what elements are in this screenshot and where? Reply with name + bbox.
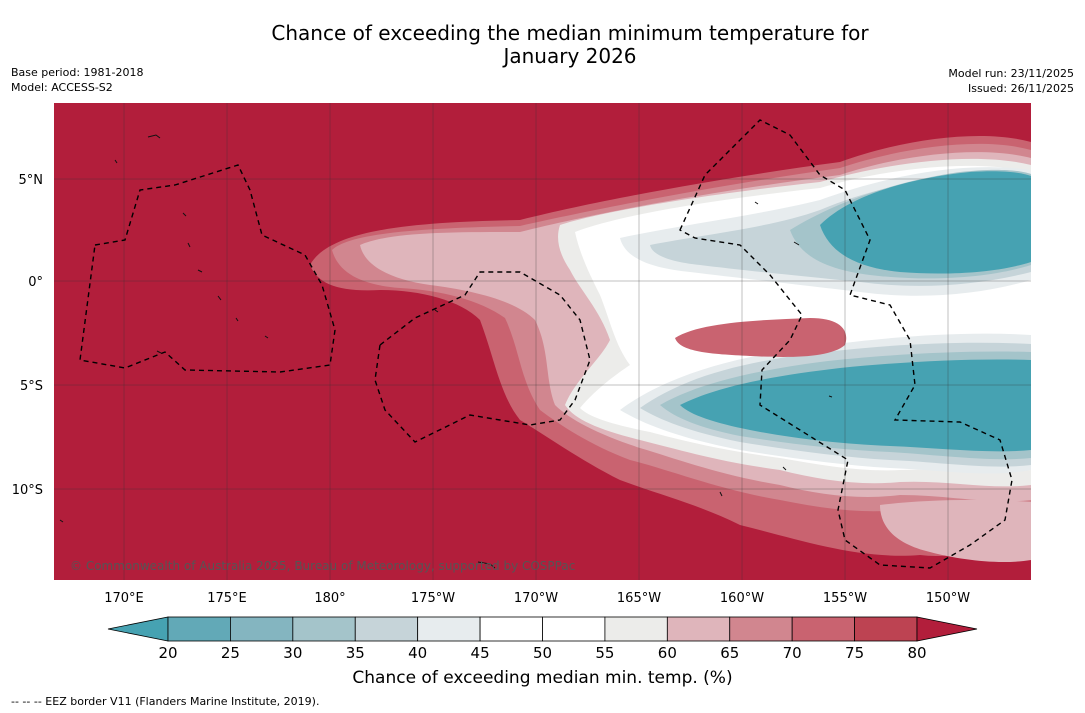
colorbar-tick-label: 55 xyxy=(595,644,614,662)
colorbar-tick-label: 60 xyxy=(658,644,677,662)
warm-pocket-east xyxy=(880,499,1031,563)
colorbar-tick-label: 35 xyxy=(346,644,365,662)
eez-borders xyxy=(79,119,1013,569)
issued-date: Issued: 26/11/2025 xyxy=(967,82,1074,95)
colorbar-bin xyxy=(604,616,668,642)
base-period: Base period: 1981-2018 xyxy=(11,66,144,79)
colorbar-tick-label: 25 xyxy=(221,644,240,662)
colorbar-bin xyxy=(292,616,356,642)
colorbar-bin xyxy=(479,616,543,642)
colorbar-tick-label: 50 xyxy=(533,644,552,662)
colorbar-bin xyxy=(854,616,918,642)
map-title-line1: Chance of exceeding the median minimum t… xyxy=(271,21,869,45)
lon-label: 155°W xyxy=(823,591,867,606)
lon-label: 180° xyxy=(314,591,345,606)
meta-right: Model run: 23/11/2025 Issued: 26/11/2025 xyxy=(948,66,1074,96)
colorbar-title: Chance of exceeding median min. temp. (%… xyxy=(352,668,733,688)
lon-label: 170°W xyxy=(514,591,558,606)
map-title: Chance of exceeding the median minimum t… xyxy=(0,22,1085,68)
lon-label: 160°W xyxy=(720,591,764,606)
colorbar-bin xyxy=(542,616,606,642)
colorbar-bin xyxy=(666,616,731,642)
colorbar-bin xyxy=(354,616,419,642)
lon-label: 175°E xyxy=(207,591,247,606)
graticule xyxy=(54,103,1031,580)
colorbar-over-arrow xyxy=(916,616,978,642)
colorbar-bin xyxy=(230,616,294,642)
colorbar-bin xyxy=(167,616,231,642)
map-field: © Commonwealth of Australia 2025, Bureau… xyxy=(54,103,1031,580)
colorbar-tick-label: 70 xyxy=(783,644,802,662)
islands xyxy=(59,134,833,569)
colorbar-tick-label: 65 xyxy=(720,644,739,662)
colorbar-under-arrow xyxy=(107,616,169,642)
lon-label: 150°W xyxy=(926,591,970,606)
eez-legend: -- -- -- EEZ border V11 (Flanders Marine… xyxy=(11,695,320,708)
colorbar-tick-label: 75 xyxy=(845,644,864,662)
lat-label: 5°S xyxy=(20,379,43,394)
model-run: Model run: 23/11/2025 xyxy=(948,67,1074,80)
colorbar-tick-label: 30 xyxy=(283,644,302,662)
lat-label: 0° xyxy=(28,275,43,290)
model-name: Model: ACCESS-S2 xyxy=(11,81,113,94)
map-title-line2: January 2026 xyxy=(503,44,637,68)
lat-label: 5°N xyxy=(19,173,44,188)
warm-pocket xyxy=(675,318,847,357)
copyright-notice: © Commonwealth of Australia 2025, Bureau… xyxy=(70,559,575,573)
meta-left: Base period: 1981-2018 Model: ACCESS-S2 xyxy=(11,65,143,95)
lon-label: 165°W xyxy=(617,591,661,606)
colorbar-tick-label: 20 xyxy=(158,644,177,662)
colorbar-bin xyxy=(791,616,855,642)
colorbar-bin xyxy=(417,616,481,642)
colorbar-tick-label: 40 xyxy=(408,644,427,662)
lon-label: 175°W xyxy=(411,591,455,606)
contour-20-south xyxy=(680,359,1031,452)
colorbar-tick-label: 45 xyxy=(471,644,490,662)
colorbar-tick-label: 80 xyxy=(907,644,926,662)
lat-label: 10°S xyxy=(12,483,43,498)
lon-label: 170°E xyxy=(104,591,144,606)
colorbar-bin xyxy=(729,616,793,642)
contour-20-north xyxy=(820,171,1031,274)
colorbar: 20 25 30 35 40 45 50 55 60 65 70 75 80 xyxy=(107,616,978,662)
